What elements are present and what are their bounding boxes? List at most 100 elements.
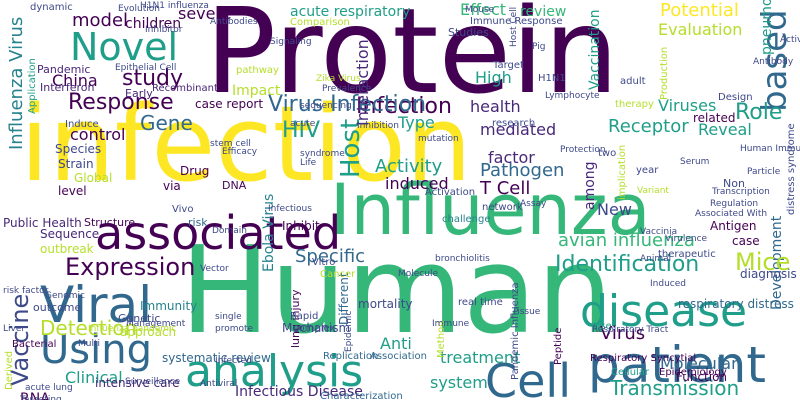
cloud-word: Vaccinia: [640, 227, 678, 237]
cloud-word: Sequence: [40, 227, 100, 241]
cloud-word: severe: [178, 4, 232, 23]
cloud-word: Transmission: [610, 376, 740, 400]
cloud-word: Tissue: [512, 307, 541, 317]
cloud-word: Function: [676, 370, 728, 384]
cloud-word: Signaling: [270, 37, 312, 47]
cloud-word: Public Health: [3, 216, 82, 230]
cloud-word: Derived: [4, 350, 15, 390]
cloud-word: Human: [180, 222, 613, 361]
cloud-word: Efficacy: [222, 147, 258, 157]
cloud-word: Gene: [140, 111, 193, 135]
cloud-word: control: [70, 125, 126, 144]
cloud-word: adult: [620, 76, 646, 87]
cloud-word: Human Immunodeficiency: [740, 144, 800, 154]
cloud-word: Activation: [425, 187, 476, 198]
cloud-word: Assay: [520, 199, 547, 209]
cloud-word: Replication: [323, 351, 379, 362]
cloud-word: patient: [588, 336, 766, 394]
cloud-word: Immune Response: [470, 16, 563, 27]
cloud-word: Drug: [180, 164, 210, 178]
cloud-word: therapy: [615, 99, 654, 110]
cloud-word: Species: [55, 142, 102, 156]
cloud-word: Potential: [660, 0, 739, 21]
cloud-word: Pathogen: [480, 160, 565, 181]
cloud-word: year: [636, 165, 659, 176]
cloud-word: outbreak: [40, 242, 94, 256]
cloud-word: Protein: [205, 0, 619, 120]
cloud-word: Mechanism: [282, 321, 351, 335]
cloud-word: review: [520, 4, 567, 20]
cloud-word: outcome: [33, 301, 82, 314]
cloud-word: Infectious Disease: [235, 384, 363, 400]
cloud-word: pathway: [236, 65, 279, 76]
cloud-word: Evolution: [118, 4, 160, 14]
cloud-word: diagnosis: [740, 267, 797, 281]
cloud-word: DNA: [222, 179, 247, 192]
cloud-word: Pandemic Influenza: [510, 282, 521, 380]
cloud-word: two: [598, 148, 617, 159]
cloud-word: Lymphocyte: [545, 91, 600, 101]
cloud-word: among: [582, 161, 598, 210]
cloud-word: case report: [195, 97, 264, 111]
cloud-word: Targeting: [20, 395, 62, 400]
cloud-word: treatment: [440, 348, 521, 367]
cloud-word: T Cell: [480, 178, 531, 199]
cloud-word: complex: [293, 323, 336, 334]
cloud-word: avian influenza: [558, 230, 695, 251]
cloud-word: research: [492, 118, 536, 129]
cloud-word: Expression: [65, 253, 196, 281]
cloud-word: Variant: [637, 186, 669, 196]
cloud-word: Influenza pandemic: [88, 324, 177, 334]
cloud-word: induced: [385, 174, 449, 193]
cloud-word: system: [430, 373, 488, 392]
cloud-word: Protection: [560, 145, 606, 155]
cloud-word: Rapid: [290, 311, 319, 322]
cloud-word: Antiviral: [200, 379, 238, 389]
cloud-word: Inhibitor: [145, 25, 183, 35]
cloud-word: Impact: [232, 83, 281, 99]
cloud-word: Multi: [78, 339, 100, 349]
cloud-word: Antibody: [753, 57, 794, 67]
cloud-word: stem cell: [210, 139, 251, 149]
cloud-word: Novel: [70, 25, 179, 69]
cloud-word: Genetic: [118, 312, 161, 325]
cloud-word: Viruses: [658, 96, 717, 115]
cloud-word: distress syndrome: [786, 123, 797, 215]
cloud-word: Inhibition: [357, 121, 400, 131]
cloud-word: Virulence: [665, 234, 708, 244]
cloud-word: therapeutic: [658, 249, 716, 260]
cloud-word: model: [72, 10, 129, 31]
cloud-word: Influenza: [330, 169, 651, 251]
cloud-word: mutation: [418, 134, 459, 144]
cloud-word: case: [732, 234, 760, 248]
cloud-word: Management: [126, 319, 186, 329]
cloud-word: Prevalence: [322, 84, 372, 94]
cloud-word: Associated With: [695, 209, 768, 219]
cloud-word: study: [122, 66, 184, 91]
cloud-word: New: [597, 200, 632, 219]
cloud-word: Infected: [215, 356, 252, 366]
cloud-word: Respiratory Syncytial: [590, 353, 697, 364]
cloud-word: Evaluation: [658, 20, 743, 39]
cloud-word: Immunity: [140, 299, 198, 313]
cloud-word: Respiratory Tract: [592, 325, 669, 335]
cloud-word: Comparison: [290, 17, 350, 28]
cloud-word: Effect: [460, 0, 507, 19]
cloud-word: Influenza Virus: [6, 16, 27, 150]
cloud-word: Vector: [200, 264, 229, 274]
cloud-word: Serum: [680, 157, 710, 167]
cloud-word: approach: [120, 325, 177, 339]
cloud-word: risk factor: [3, 286, 49, 296]
cloud-word: Peptide: [553, 327, 564, 365]
cloud-word: acute respiratory: [290, 4, 411, 20]
cloud-word: Activity Against: [780, 35, 800, 45]
cloud-word: Use: [593, 321, 612, 332]
cloud-word: dynamic: [30, 2, 73, 13]
cloud-word: Interferon: [40, 81, 95, 94]
cloud-word: factor: [488, 148, 535, 167]
cloud-word: Epithelial Cell: [115, 63, 177, 73]
cloud-word: Vitro: [312, 257, 336, 268]
cloud-word: promote: [215, 324, 254, 334]
cloud-word: Non: [723, 177, 745, 190]
